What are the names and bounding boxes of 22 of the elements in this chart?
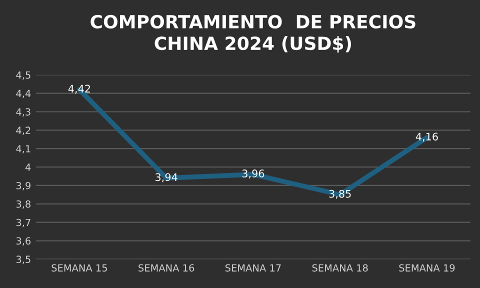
- y-tick-label: 3,8: [16, 200, 30, 209]
- x-tick-label: SEMANA 19: [399, 264, 455, 272]
- x-tick-label: SEMANA 15: [52, 264, 107, 272]
- x-tick-label: SEMANA 17: [225, 264, 281, 272]
- y-tick-label: 4,5: [16, 71, 30, 80]
- x-tick-label: SEMANA 16: [138, 264, 194, 272]
- y-tick-label: 3,9: [16, 182, 30, 190]
- data-label: 4,42: [68, 84, 90, 94]
- y-tick-label: 4: [25, 164, 31, 171]
- y-tick-label: 4,1: [16, 145, 30, 154]
- y-tick-label: 4,3: [16, 108, 30, 117]
- data-label: 4,16: [416, 132, 438, 142]
- chart-title: COMPORTAMIENTO DE PRECIOS CHINA 2024 (USD$): [90, 14, 416, 53]
- y-tick-label: 3,7: [16, 218, 30, 228]
- data-label: 3,94: [156, 173, 178, 182]
- data-label: 3,85: [329, 190, 351, 199]
- x-tick-label: SEMANA 18: [312, 264, 368, 272]
- y-tick-label: 3,6: [16, 237, 31, 246]
- y-tick-label: 4,4: [16, 90, 31, 98]
- data-label: 3,96: [242, 170, 264, 178]
- y-tick-label: 3,5: [16, 256, 30, 264]
- y-tick-label: 4,2: [16, 126, 30, 135]
